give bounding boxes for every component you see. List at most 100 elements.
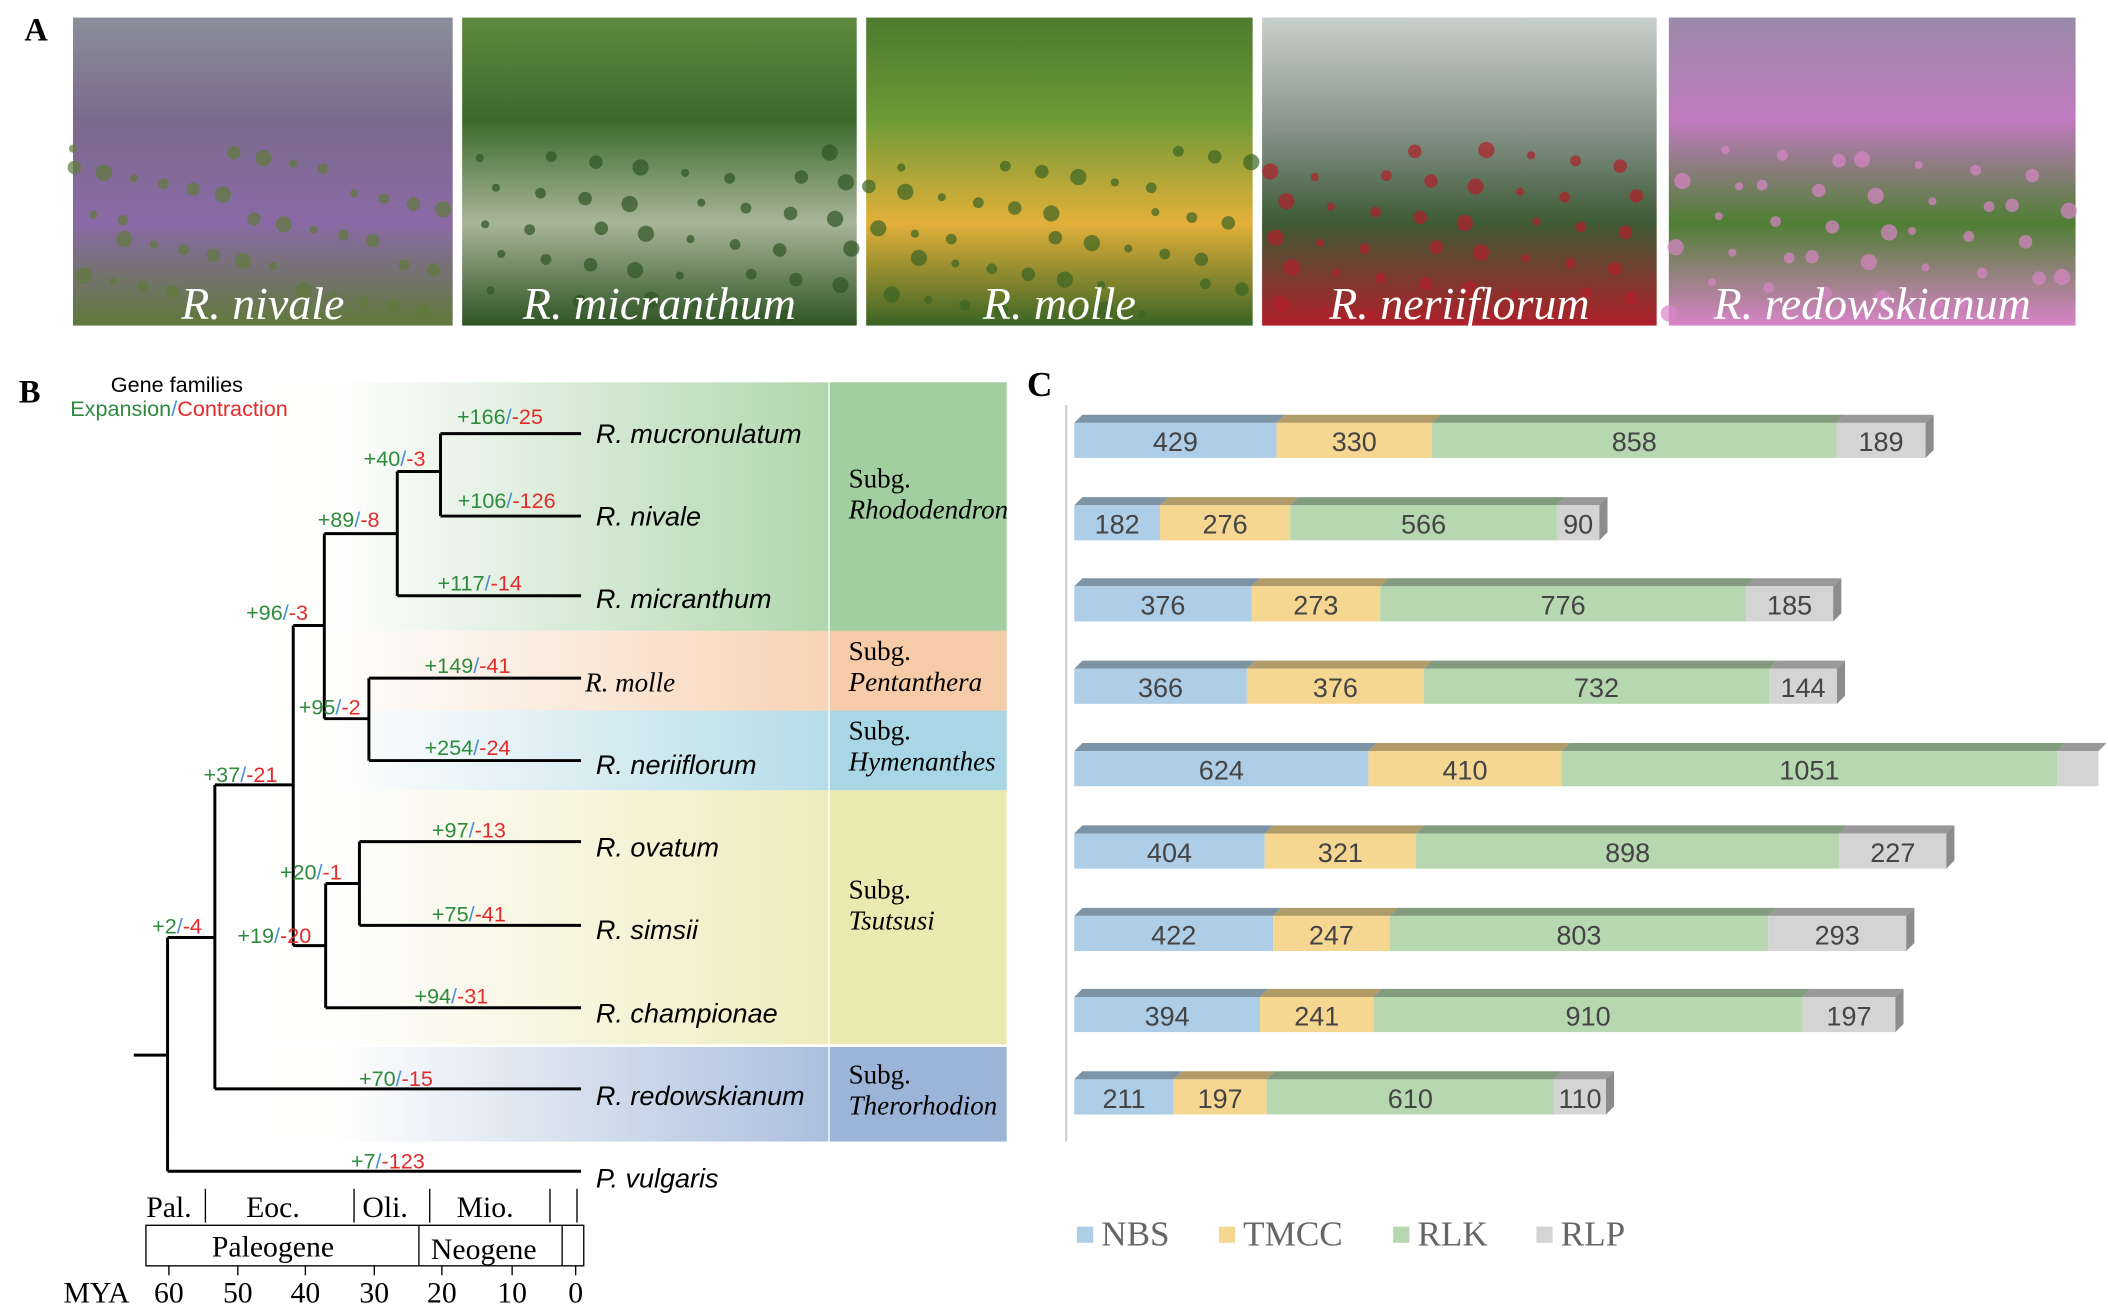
- flower-dot: [1272, 295, 1290, 313]
- flower-dot: [1867, 187, 1884, 204]
- flower-dot: [1516, 187, 1525, 196]
- bar-value-label: 732: [1574, 673, 1619, 703]
- legend-expansion-contraction: Expansion/Contraction: [70, 396, 287, 421]
- flower-dot: [897, 183, 914, 200]
- flower-dot: [1559, 191, 1571, 203]
- flower-dot: [572, 294, 587, 309]
- taxon-label: R. neriiflorum: [596, 750, 757, 780]
- flower-dot: [366, 233, 380, 248]
- flower-dot: [1532, 217, 1541, 226]
- flower-dot: [626, 262, 644, 279]
- flower-dot: [1976, 267, 1988, 279]
- separator: /: [375, 1149, 381, 1174]
- photo-image: [1262, 17, 1657, 326]
- separator: /: [451, 984, 457, 1009]
- flower-dot: [1097, 280, 1106, 290]
- flower-dot: [378, 193, 390, 204]
- bar-top-rlp: [1836, 414, 1934, 423]
- subgenus-label-cell: [829, 1046, 1007, 1142]
- flower-dot: [214, 186, 232, 203]
- bar-top-rlp: [2057, 743, 2107, 752]
- flower-dot: [1921, 263, 1930, 272]
- flower-dot: [1370, 206, 1382, 218]
- bar-top-tmcc: [1368, 743, 1570, 752]
- flower-dot: [589, 155, 603, 169]
- photo-4: R. redowskianum: [1660, 17, 2077, 329]
- expansion-count: +149: [425, 653, 474, 678]
- bar-top-rlp: [1769, 660, 1846, 669]
- flower-dot: [2018, 235, 2033, 249]
- bar-segment-tmcc: [1259, 996, 1374, 1033]
- flower-dot: [1478, 141, 1495, 159]
- bar-segment-rlk: [1416, 833, 1840, 869]
- flower-dot: [1812, 183, 1826, 198]
- bar-value-label: 858: [1612, 427, 1657, 457]
- expansion-count: +89: [318, 507, 355, 532]
- flower-dot: [1186, 212, 1198, 223]
- photo-label: R. nivale: [180, 278, 344, 329]
- contraction-count: -14: [491, 570, 522, 595]
- flower-dot: [1326, 202, 1336, 211]
- contraction-count: -8: [360, 507, 379, 532]
- bar-value-label: 276: [1203, 510, 1248, 540]
- flower-dot: [1674, 172, 1691, 190]
- flower-dot: [883, 286, 900, 303]
- flower-dot: [1763, 282, 1775, 294]
- bar-end-face: [1605, 1071, 1615, 1115]
- expansion-count: +117: [438, 570, 485, 595]
- flower-dot: [137, 280, 149, 292]
- bar-top-rlk: [1373, 988, 1811, 997]
- photo-label: R. redowskianum: [1713, 278, 2031, 329]
- bar-value-label: 376: [1313, 673, 1358, 703]
- flower-dot: [1770, 216, 1781, 227]
- bar-value-label: 422: [1151, 920, 1196, 950]
- flower-dot: [1364, 309, 1376, 321]
- bar-value-label: 321: [1318, 838, 1363, 868]
- flower-dot: [1935, 299, 1944, 309]
- contraction-count: -126: [512, 488, 555, 513]
- expansion-count: +7: [351, 1149, 376, 1174]
- subgenus-name: Hymenanthes: [848, 747, 996, 777]
- subgenus-label-cell: [829, 790, 1007, 1045]
- flower-dot: [1199, 278, 1211, 290]
- flower-dot: [1316, 239, 1325, 248]
- flower-dot: [1008, 201, 1022, 215]
- contraction-count: -41: [479, 653, 510, 678]
- subgenus-label-cell: [829, 710, 1007, 791]
- separator: /: [240, 762, 246, 787]
- bar-segment-rlp: [1554, 1079, 1606, 1115]
- branch-change-label: +20/-1: [280, 859, 342, 884]
- separator: /: [177, 913, 183, 938]
- expansion-count: +94: [414, 984, 451, 1009]
- taxon-label: P. vulgaris: [596, 1163, 719, 1193]
- separator: /: [317, 859, 323, 884]
- bar-top-nbs: [1074, 414, 1285, 423]
- flower-dot: [329, 291, 338, 300]
- flower-dot: [166, 285, 180, 299]
- flower-dot: [1035, 164, 1049, 179]
- flower-dot: [1021, 267, 1036, 281]
- bar-top-nbs: [1074, 660, 1255, 669]
- bar-value-label: 410: [1442, 755, 1487, 785]
- flower-dot: [386, 299, 400, 314]
- flower-dot: [1660, 305, 1677, 322]
- bar-value-label: 197: [1826, 1001, 1871, 1031]
- bar-value-label: 293: [1815, 920, 1860, 950]
- flower-dot: [686, 235, 695, 244]
- flower-dot: [545, 151, 557, 163]
- bar-segment-nbs: [1074, 668, 1247, 704]
- bar-top-tmcc: [1160, 497, 1299, 506]
- flower-dot: [1575, 221, 1587, 233]
- flower-dot: [358, 295, 369, 307]
- bar-top-rlk: [1380, 578, 1755, 587]
- epoch-label: Mio.: [457, 1192, 514, 1224]
- flower-dot: [289, 159, 298, 168]
- separator: /: [469, 818, 475, 843]
- flower-dot: [870, 220, 887, 237]
- flower-dot: [398, 259, 410, 271]
- bar-value-label: 624: [1199, 755, 1244, 785]
- flower-dot: [821, 144, 838, 161]
- subgenus-band: [135, 1046, 829, 1142]
- flower-dot: [1110, 178, 1119, 187]
- bar-segment-rlk: [1561, 751, 2058, 787]
